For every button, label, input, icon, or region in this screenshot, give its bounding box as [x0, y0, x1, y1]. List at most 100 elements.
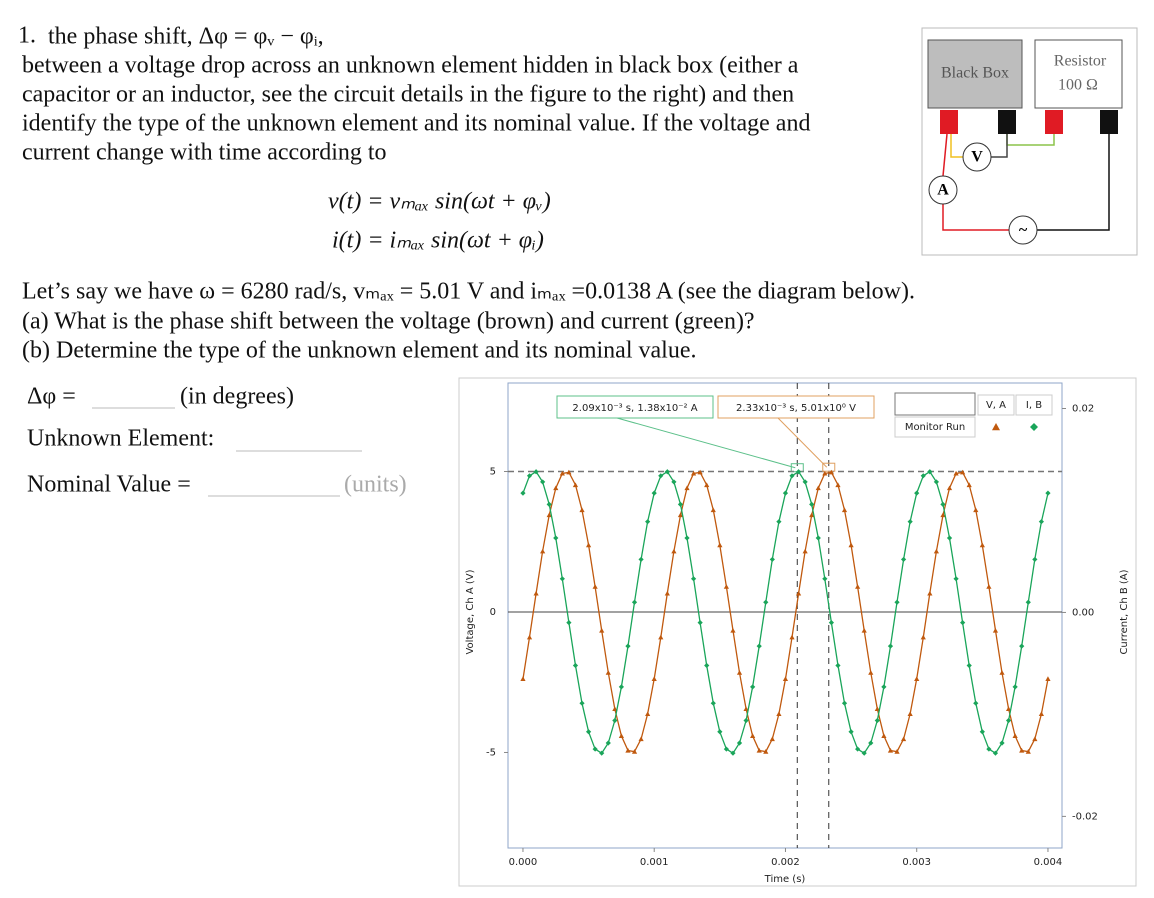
data-point	[835, 482, 841, 488]
problem-line: the phase shift, Δφ = φᵥ − φᵢ,	[48, 24, 324, 50]
source-label: ~	[1019, 222, 1028, 239]
data-point	[907, 711, 913, 717]
legend-blank	[894, 392, 976, 416]
data-point	[553, 535, 559, 541]
data-point	[960, 620, 966, 626]
problem-line: current change with time according to	[22, 140, 387, 166]
data-point	[822, 470, 828, 476]
data-point	[828, 469, 834, 475]
data-point	[1032, 556, 1038, 563]
data-point	[664, 590, 670, 596]
equation: i(t) = iₘₐₓ sin(ωt + φᵢ)	[332, 228, 544, 254]
data-point	[572, 662, 579, 669]
data-point	[881, 684, 887, 690]
data-point	[933, 548, 939, 554]
cursor-leader	[616, 417, 796, 469]
data-point	[1045, 676, 1051, 681]
data-point	[592, 746, 598, 752]
data-point	[671, 479, 677, 485]
data-point	[809, 501, 815, 507]
data-point	[1025, 599, 1031, 605]
data-point	[809, 512, 815, 518]
data-point	[645, 711, 651, 717]
data-point	[1019, 747, 1025, 753]
data-point	[861, 627, 867, 633]
data-point	[881, 733, 887, 738]
data-point	[579, 507, 585, 513]
data-point	[631, 599, 638, 605]
data-point	[953, 470, 959, 476]
data-point	[776, 519, 782, 525]
voltmeter-label: V	[971, 149, 983, 166]
answer-label: Δφ =	[27, 384, 76, 410]
data-point	[736, 670, 743, 675]
data-point	[677, 512, 684, 518]
data-point	[540, 479, 546, 485]
terminal	[998, 110, 1016, 134]
data-point	[900, 556, 907, 563]
data-point	[717, 542, 723, 548]
data-point	[986, 584, 992, 589]
data-point	[566, 620, 572, 626]
data-point	[736, 740, 743, 746]
data-point	[710, 700, 716, 706]
cursor-leader	[777, 417, 828, 468]
data-point	[769, 736, 775, 742]
legend-title-cell	[894, 416, 976, 438]
data-point	[822, 576, 828, 582]
data-point	[704, 482, 710, 488]
x-tick-label: 0.002	[771, 857, 800, 868]
wire	[942, 133, 948, 177]
data-point	[599, 627, 605, 633]
data-point	[684, 485, 690, 491]
data-point	[874, 717, 880, 724]
data-point	[618, 684, 624, 690]
data-point	[848, 729, 854, 735]
data-point	[690, 470, 697, 476]
data-point	[743, 717, 749, 724]
y-tick-label: -5	[486, 747, 496, 758]
data-point	[572, 482, 579, 488]
data-point	[973, 507, 979, 513]
data-point	[559, 576, 565, 582]
circuit: Black Box Resistor 100 Ω V A ~	[921, 27, 1138, 256]
equation: v(t) = vₘₐₓ sin(ωt + φᵥ)	[328, 189, 551, 215]
data-point	[671, 548, 677, 554]
data-point	[651, 676, 657, 681]
data-point	[841, 507, 848, 513]
legend-cell	[1015, 394, 1053, 416]
plot-area	[507, 382, 1063, 849]
data-point	[907, 519, 913, 525]
x-tick-label: 0.004	[1034, 857, 1063, 868]
data-point	[782, 490, 789, 496]
data-point	[1045, 490, 1051, 496]
data-point	[625, 747, 631, 753]
data-point	[979, 729, 985, 735]
data-point	[802, 479, 808, 485]
data-point	[651, 490, 657, 496]
data-point	[658, 473, 664, 479]
wire	[950, 134, 963, 158]
data-point	[723, 746, 729, 752]
data-point	[815, 535, 821, 541]
data-point	[645, 519, 651, 525]
y2-axis-label: Current, Ch B (A)	[1119, 569, 1130, 654]
data-point	[520, 490, 526, 496]
data-point	[815, 485, 821, 491]
data-point	[618, 733, 624, 738]
data-point	[927, 590, 933, 596]
data-point	[717, 729, 723, 735]
data-point	[697, 469, 703, 475]
data-point	[868, 740, 874, 746]
y2-tick-label: -0.02	[1072, 811, 1098, 822]
data-point	[1019, 643, 1025, 649]
data-point	[592, 584, 598, 589]
wire	[991, 134, 1008, 158]
data-point	[1005, 717, 1012, 724]
data-point	[743, 706, 749, 712]
data-point	[520, 676, 526, 681]
problem-number: 1.	[18, 23, 36, 49]
source	[1008, 215, 1038, 245]
question: (b) Determine the type of the unknown el…	[22, 338, 696, 364]
